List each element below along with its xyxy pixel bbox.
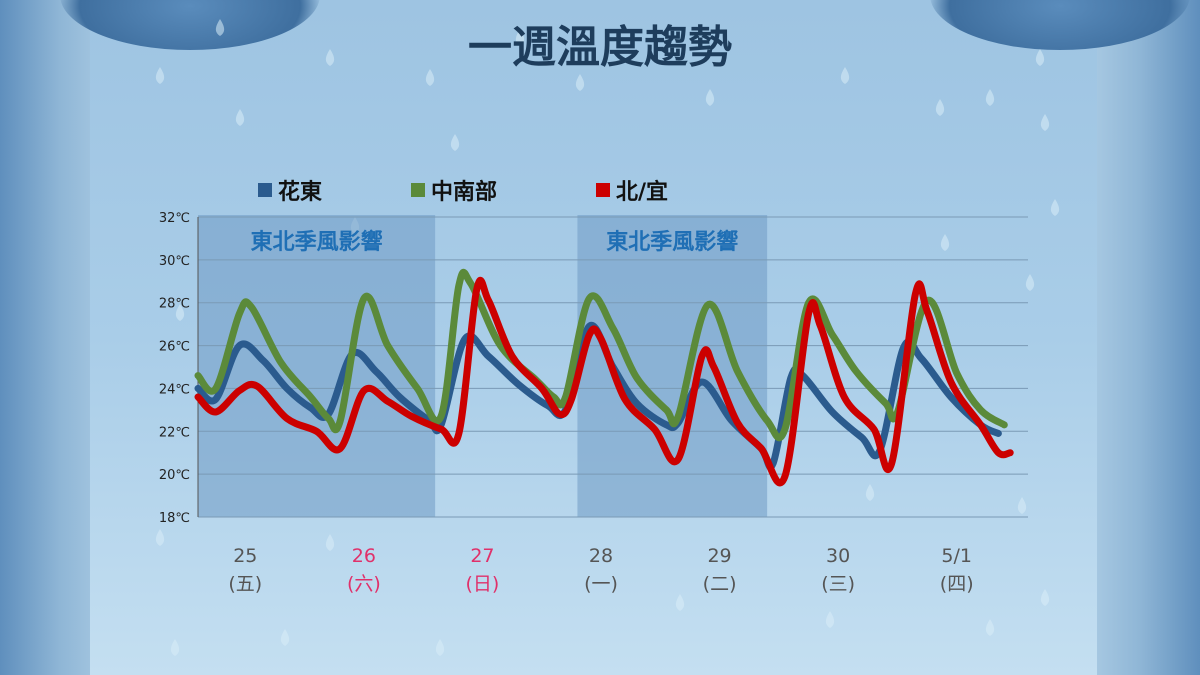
raindrop-icon xyxy=(1036,49,1044,66)
raindrop-icon xyxy=(1018,497,1026,514)
x-axis: 25 (五) 26 (六) 27 (日) 28 (一) 29 (二) 30 (三) 5/1 (四) xyxy=(228,545,973,595)
legend-label: 北/宜 xyxy=(616,179,668,205)
y-axis: 18℃ 20℃ 22℃ 24℃ 26℃ 28℃ 30℃ 32℃ xyxy=(159,211,198,526)
x-tick-date: 27 xyxy=(470,545,494,567)
legend: 花東 中南部 北/宜 xyxy=(258,179,668,205)
raindrop-icon xyxy=(1051,199,1059,216)
x-tick-date: 25 xyxy=(233,545,257,567)
raindrop-icon xyxy=(676,594,684,611)
band-label: 東北季風影響 xyxy=(251,229,383,255)
x-tick-weekday: (五) xyxy=(228,573,262,595)
legend-swatch xyxy=(596,183,610,197)
legend-label: 中南部 xyxy=(431,179,497,205)
x-tick-weekday: (六) xyxy=(347,573,381,595)
raindrop-icon xyxy=(236,109,244,126)
legend-swatch xyxy=(258,183,272,197)
raindrop-icon xyxy=(986,619,994,636)
x-tick-date: 28 xyxy=(589,545,613,567)
raindrop-icon xyxy=(841,67,849,84)
band-label: 東北季風影響 xyxy=(606,229,738,255)
raindrop-icon xyxy=(281,629,289,646)
x-tick-weekday: (一) xyxy=(584,573,618,595)
raindrop-icon xyxy=(576,74,584,91)
x-tick-weekday: (日) xyxy=(466,573,500,595)
legend-label: 花東 xyxy=(278,179,322,205)
y-tick-label: 24℃ xyxy=(159,382,190,397)
raindrop-icon xyxy=(941,234,949,251)
raindrop-icon xyxy=(1026,274,1034,291)
x-tick-date: 26 xyxy=(352,545,376,567)
raindrop-icon xyxy=(326,534,334,551)
raindrop-icon xyxy=(826,611,834,628)
x-tick-date: 30 xyxy=(826,545,850,567)
raindrop-icon xyxy=(936,99,944,116)
raindrop-icon xyxy=(171,639,179,656)
raindrop-icon xyxy=(1041,589,1049,606)
x-tick-date: 5/1 xyxy=(941,545,972,567)
legend-swatch xyxy=(411,183,425,197)
y-tick-label: 30℃ xyxy=(159,254,190,269)
raindrop-icon xyxy=(1041,114,1049,131)
y-tick-label: 32℃ xyxy=(159,211,190,226)
y-tick-label: 26℃ xyxy=(159,340,190,355)
raindrop-icon xyxy=(156,529,164,546)
raindrop-icon xyxy=(436,639,444,656)
x-tick-weekday: (二) xyxy=(703,573,737,595)
raindrop-icon xyxy=(156,67,164,84)
raindrop-icon xyxy=(706,89,714,106)
x-tick-weekday: (三) xyxy=(821,573,855,595)
raindrop-icon xyxy=(866,484,874,501)
raindrop-icon xyxy=(326,49,334,66)
raindrop-icon xyxy=(216,19,224,36)
y-tick-label: 18℃ xyxy=(159,511,190,526)
page-title: 一週溫度趨勢 xyxy=(468,22,732,73)
y-tick-label: 22℃ xyxy=(159,425,190,440)
raindrop-icon xyxy=(986,89,994,106)
raindrop-icon xyxy=(426,69,434,86)
y-tick-label: 20℃ xyxy=(159,468,190,483)
x-tick-date: 29 xyxy=(707,545,731,567)
y-tick-label: 28℃ xyxy=(159,297,190,312)
x-tick-weekday: (四) xyxy=(940,573,974,595)
raindrop-icon xyxy=(451,134,459,151)
